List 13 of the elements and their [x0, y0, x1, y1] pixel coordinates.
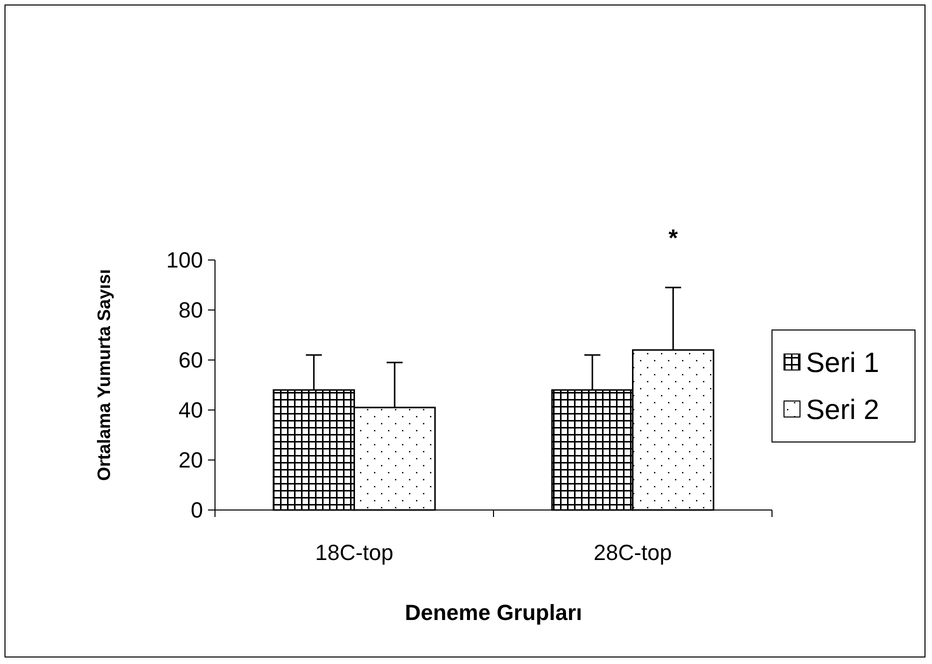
y-tick-label: 100 — [166, 248, 203, 273]
text: * — [668, 225, 678, 252]
y-axis-title: Ortalama Yumurta Sayısı — [94, 269, 114, 481]
x-tick-label: 18C-top — [315, 540, 394, 565]
y-tick-label: 0 — [190, 498, 203, 523]
y-tick-label: 80 — [178, 298, 203, 323]
y-tick-label: 40 — [178, 398, 203, 423]
y-tick-label: 60 — [178, 348, 203, 373]
x-axis-title: Deneme Grupları — [404, 600, 582, 625]
legend-label: Seri 1 — [806, 346, 880, 378]
legend-label: Seri 2 — [806, 394, 880, 425]
x-tick-label: 28C-top — [594, 540, 672, 565]
y-tick-label: 20 — [178, 448, 203, 473]
